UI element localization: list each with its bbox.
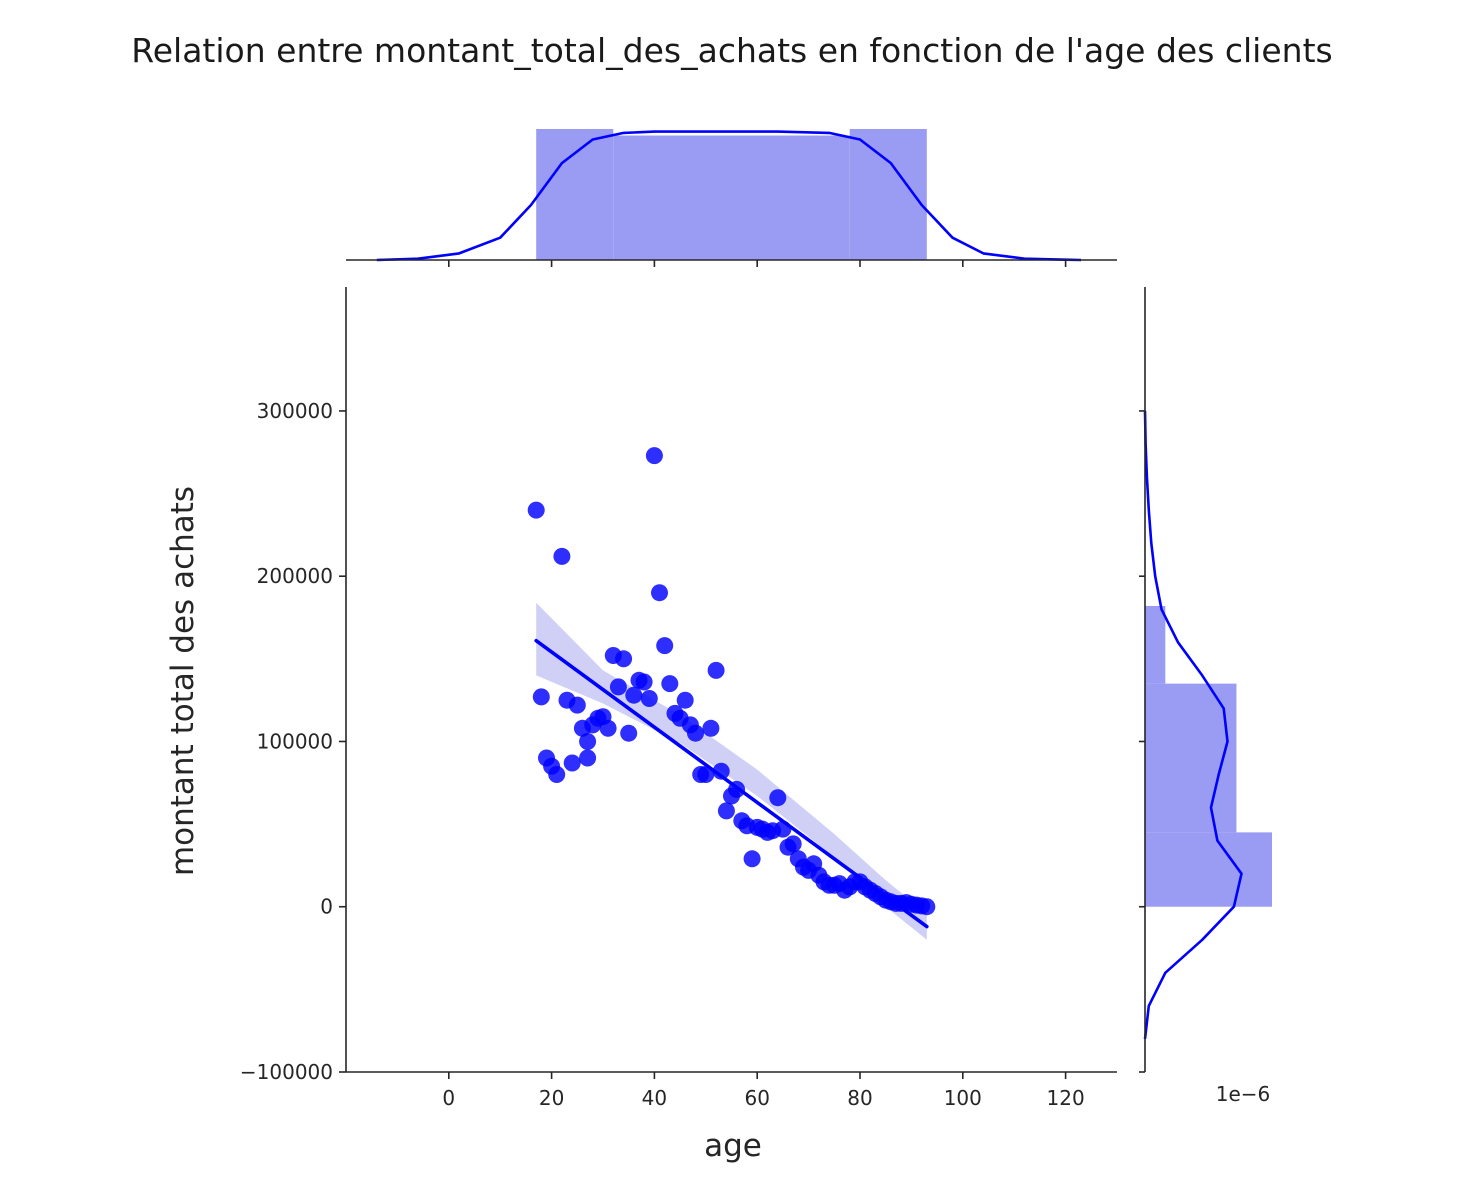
y-tick-label: 200000 [257, 564, 333, 588]
x-tick-label: 20 [539, 1086, 564, 1110]
histogram-bar [1145, 683, 1237, 833]
data-point [548, 766, 566, 783]
x-tick-label: 120 [1047, 1086, 1085, 1110]
data-point [769, 789, 787, 807]
data-point [553, 547, 571, 565]
y-axis-label: montant total des achats [165, 486, 201, 876]
scatter-points [527, 447, 936, 916]
x-tick-label: 60 [744, 1086, 769, 1110]
data-point [609, 678, 627, 696]
data-point [625, 686, 643, 704]
data-point [579, 749, 597, 767]
histogram-bar [536, 129, 614, 260]
data-point [615, 650, 633, 668]
data-point [532, 688, 550, 706]
data-point [712, 762, 730, 780]
histogram-bar [613, 135, 850, 260]
x-tick-label: 0 [442, 1086, 455, 1110]
data-point [620, 724, 638, 742]
y-tick-label: 100000 [257, 729, 333, 753]
histogram-bar [1145, 605, 1166, 684]
marginal-x-histogram [346, 129, 1117, 267]
data-point [784, 835, 802, 853]
x-tick-label: 80 [847, 1086, 872, 1110]
data-point [697, 766, 715, 783]
data-point [676, 691, 694, 709]
data-point [651, 584, 668, 602]
histogram-bar [1145, 832, 1272, 907]
data-point [568, 696, 586, 714]
data-point [656, 637, 674, 655]
kde-curve [1143, 410, 1243, 1040]
axes: 0 20 40 60 80 100 120 −100000 0 100000 200000 30000… [240, 287, 1117, 1110]
y-tick-label: 300000 [257, 399, 333, 423]
data-point [687, 724, 704, 742]
x-tick-label: 40 [642, 1086, 667, 1110]
data-point [774, 820, 792, 838]
data-point [918, 898, 936, 916]
x-axis-label: age [704, 1128, 762, 1164]
data-point [640, 690, 658, 707]
data-point [728, 780, 746, 798]
x-tick-label: 100 [944, 1086, 982, 1110]
data-point [527, 501, 545, 519]
data-point [743, 850, 761, 868]
kde-curve [376, 130, 1082, 262]
data-point [717, 802, 735, 820]
confidence-band-area [536, 602, 927, 940]
data-point [702, 719, 720, 737]
data-point [599, 719, 617, 737]
y-tick-label: −100000 [240, 1060, 333, 1084]
offset-label: 1e−6 [1216, 1082, 1271, 1106]
data-point [635, 673, 653, 691]
data-point [661, 675, 679, 693]
y-tick-label: 0 [320, 895, 333, 919]
data-point [645, 447, 663, 465]
marginal-y-histogram [1139, 287, 1272, 1073]
confidence-band [536, 602, 927, 940]
chart-title: Relation entre montant_total_des_achats … [131, 31, 1332, 70]
data-point [707, 661, 725, 679]
data-point [563, 754, 581, 772]
data-point [579, 733, 597, 750]
